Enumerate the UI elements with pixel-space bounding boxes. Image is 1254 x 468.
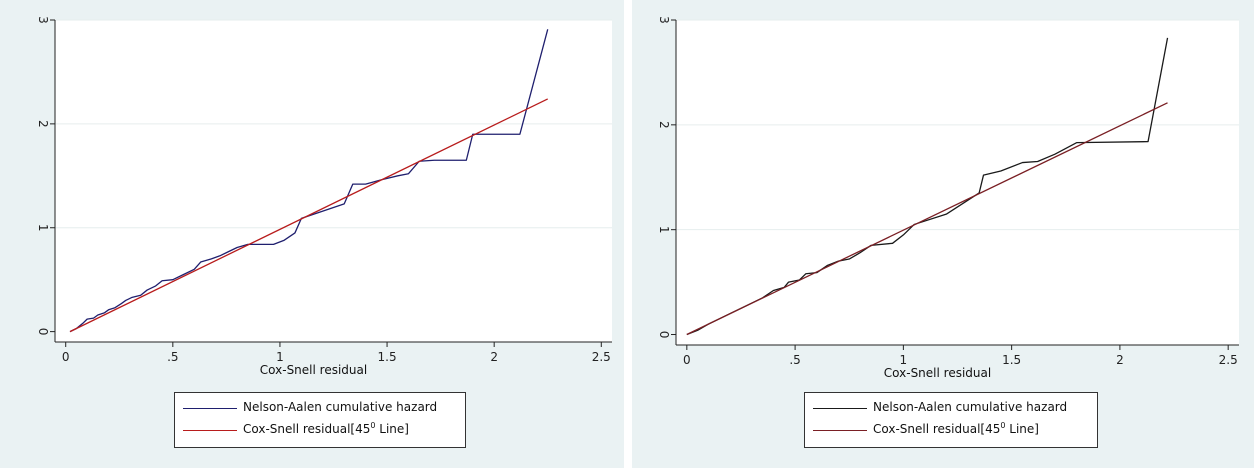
series-line-nelson-aalen	[69, 29, 549, 333]
x-axis-title: Cox-Snell residual	[260, 363, 367, 377]
x-tick-label-1: .5	[167, 350, 178, 364]
y-tick-label-1: 1	[36, 224, 50, 232]
left-chart-legend: Nelson-Aalen cumulative hazard Cox-Snell…	[174, 392, 466, 448]
legend-swatch-nelson-aalen	[813, 408, 867, 409]
legend-label-nelson-aalen: Nelson-Aalen cumulative hazard	[243, 400, 438, 414]
x-axis-title: Cox-Snell residual	[884, 366, 991, 380]
x-tick-label-1: .5	[789, 353, 800, 367]
x-tick-label-3: 1.5	[378, 350, 397, 364]
x-tick-label-5: 2.5	[1219, 353, 1238, 367]
legend-entry-nelson-aalen: Nelson-Aalen cumulative hazard	[805, 399, 1097, 419]
left-chart-panel: 0 1 2 3 0 .5 1 1.5 2 2.5 Cox-Snell residual Nelson…	[0, 0, 624, 468]
series-line-cox-snell	[686, 102, 1168, 336]
right-chart-panel: 0 1 2 3 0 .5 1 1.5 2 2.5 Cox-Snell residual Nelson…	[632, 0, 1254, 468]
y-tick-label-2: 2	[36, 120, 50, 128]
plot-area	[55, 20, 612, 342]
legend-entry-cox-snell: Cox-Snell residual[450 Line]	[805, 421, 1097, 441]
x-tick-label-5: 2.5	[592, 350, 611, 364]
y-tick-label-3: 3	[657, 16, 671, 24]
legend-label-cox-snell: Cox-Snell residual[450 Line]	[873, 421, 1039, 437]
legend-entry-nelson-aalen: Nelson-Aalen cumulative hazard	[175, 399, 465, 419]
legend-entry-cox-snell: Cox-Snell residual[450 Line]	[175, 421, 465, 441]
right-chart-plot: 0 1 2 3 0 .5 1 1.5 2 2.5 Cox-Snell residual	[657, 16, 1239, 380]
legend-swatch-cox-snell	[813, 430, 867, 431]
legend-swatch-cox-snell	[183, 430, 237, 431]
x-tick-label-4: 2	[1116, 353, 1124, 367]
y-tick-label-1: 1	[657, 226, 671, 234]
left-chart-plot: 0 1 2 3 0 .5 1 1.5 2 2.5 Cox-Snell residual	[36, 16, 612, 377]
y-tick-label-0: 0	[36, 328, 50, 336]
right-chart-legend: Nelson-Aalen cumulative hazard Cox-Snell…	[804, 392, 1098, 448]
x-tick-label-2: 1	[900, 353, 908, 367]
x-tick-label-2: 1	[276, 350, 284, 364]
series-line-cox-snell	[69, 98, 549, 333]
legend-swatch-nelson-aalen	[183, 408, 237, 409]
y-tick-label-2: 2	[657, 121, 671, 129]
plot-area	[676, 20, 1239, 345]
x-tick-label-4: 2	[490, 350, 498, 364]
y-tick-label-3: 3	[36, 16, 50, 24]
x-tick-label-0: 0	[683, 353, 691, 367]
x-tick-label-3: 1.5	[1002, 353, 1021, 367]
legend-label-cox-snell: Cox-Snell residual[450 Line]	[243, 421, 409, 437]
y-tick-label-0: 0	[657, 331, 671, 339]
x-tick-label-0: 0	[62, 350, 70, 364]
legend-label-nelson-aalen: Nelson-Aalen cumulative hazard	[873, 400, 1068, 414]
